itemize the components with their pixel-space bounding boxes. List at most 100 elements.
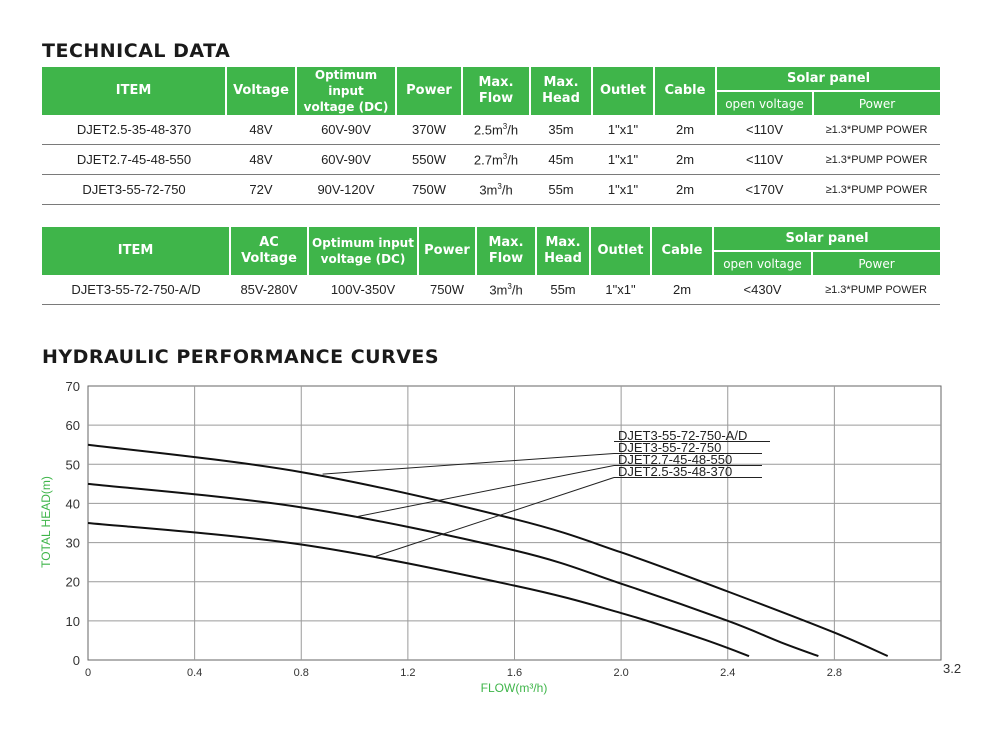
- header-optimum-voltage: Optimum input voltage (DC): [296, 67, 397, 115]
- header-outlet: Outlet: [590, 227, 652, 275]
- cell-cable: 2m: [654, 144, 716, 175]
- cell-solar-power: ≥1.3*PUMP POWER: [812, 275, 941, 305]
- leader-line: [375, 477, 615, 557]
- cell-max-flow: 3m3/h: [462, 174, 530, 205]
- x-tick-label: 2.4: [720, 667, 735, 679]
- performance-curve: [87, 443, 889, 658]
- cell-max-head: 55m: [530, 174, 592, 205]
- table-row: DJET2.5-35-48-370 48V 60V-90V 370W 2.5m3…: [42, 115, 941, 145]
- cell-open-voltage: <110V: [716, 115, 813, 145]
- y-tick-label: 30: [66, 536, 80, 551]
- header-optimum-voltage: Optimum input voltage (DC): [308, 227, 419, 275]
- performance-curve: [87, 522, 750, 658]
- x-tick-label: 3.2: [943, 661, 961, 676]
- x-tick-label: 0.4: [187, 667, 202, 679]
- header-open-voltage: open voltage: [716, 90, 814, 115]
- cell-power: 370W: [396, 115, 462, 145]
- cell-outlet: 1"x1": [592, 115, 654, 145]
- header-power: Power: [418, 227, 477, 275]
- cell-item: DJET2.7-45-48-550: [42, 144, 226, 175]
- header-solar-panel: Solar panel: [713, 227, 941, 251]
- cell-item: DJET3-55-72-750-A/D: [42, 275, 230, 305]
- header-power: Power: [396, 67, 463, 115]
- table-row: DJET3-55-72-750-A/D 85V-280V 100V-350V 7…: [42, 275, 941, 305]
- hydraulic-curves-title: HYDRAULIC PERFORMANCE CURVES: [42, 346, 440, 368]
- cell-solar-power: ≥1.3*PUMP POWER: [813, 144, 941, 175]
- x-axis-label: FLOW(m³/h): [481, 681, 548, 695]
- x-tick-label: 2.0: [613, 667, 628, 679]
- technical-table-dc: ITEM Voltage Optimum input voltage (DC) P…: [42, 67, 941, 205]
- x-tick-label: 0.8: [294, 667, 309, 679]
- header-cable: Cable: [651, 227, 714, 275]
- table-row: DJET2.7-45-48-550 48V 60V-90V 550W 2.7m3…: [42, 144, 941, 175]
- y-tick-label: 70: [66, 379, 80, 394]
- cell-open-voltage: <170V: [716, 174, 813, 205]
- x-tick-label: 1.6: [507, 667, 522, 679]
- y-tick-label: 10: [66, 614, 80, 629]
- cell-voltage: 72V: [226, 174, 296, 205]
- header-item: ITEM: [42, 227, 231, 275]
- y-tick-label: 60: [66, 418, 80, 433]
- header-solar-power: Power: [813, 90, 941, 115]
- cell-power: 750W: [396, 174, 462, 205]
- y-tick-label: 40: [66, 496, 80, 511]
- cell-max-flow: 2.5m3/h: [462, 115, 530, 145]
- header-max-head: Max. Head: [530, 67, 593, 115]
- chart-series-labels: DJET3-55-72-750-A/DDJET3-55-72-750DJET2.…: [614, 428, 770, 479]
- chart-curves: [87, 443, 889, 658]
- cell-max-head: 35m: [530, 115, 592, 145]
- cell-item: DJET3-55-72-750: [42, 174, 226, 205]
- y-axis-label: TOTAL HEAD(m): [39, 476, 53, 568]
- header-max-flow: Max. Flow: [462, 67, 531, 115]
- cell-optimum-voltage: 60V-90V: [296, 144, 396, 175]
- table-row: DJET3-55-72-750 72V 90V-120V 750W 3m3/h …: [42, 174, 941, 205]
- series-label: DJET3-55-72-750: [618, 440, 721, 455]
- x-tick-label: 2.8: [827, 667, 842, 679]
- technical-data-title: TECHNICAL DATA: [42, 40, 231, 62]
- header-max-flow: Max. Flow: [476, 227, 537, 275]
- chart-leader-lines: [322, 453, 615, 557]
- header-ac-voltage: AC Voltage: [230, 227, 309, 275]
- header-open-voltage: open voltage: [713, 250, 813, 275]
- y-tick-label: 20: [66, 575, 80, 590]
- cell-power: 550W: [396, 144, 462, 175]
- cell-outlet: 1"x1": [590, 275, 651, 305]
- series-label: DJET3-55-72-750-A/D: [618, 428, 747, 443]
- cell-optimum-voltage: 90V-120V: [296, 174, 396, 205]
- cell-max-head: 55m: [536, 275, 590, 305]
- cell-optimum-voltage: 60V-90V: [296, 115, 396, 145]
- y-tick-label: 50: [66, 457, 80, 472]
- cell-open-voltage: <110V: [716, 144, 813, 175]
- cell-solar-power: ≥1.3*PUMP POWER: [813, 115, 941, 145]
- cell-outlet: 1"x1": [592, 174, 654, 205]
- cell-voltage: 48V: [226, 144, 296, 175]
- header-solar-panel: Solar panel: [716, 67, 941, 91]
- chart-grid: [87, 385, 942, 661]
- cell-ac-voltage: 85V-280V: [230, 275, 308, 305]
- leader-line: [354, 465, 615, 518]
- cell-cable: 2m: [651, 275, 713, 305]
- x-tick-label: 0: [85, 667, 91, 679]
- cell-cable: 2m: [654, 174, 716, 205]
- cell-max-head: 45m: [530, 144, 592, 175]
- performance-curve: [87, 482, 819, 658]
- performance-chart: 0 0.4 0.8 1.2 1.6 2.0 2.4 2.8 3.2 0 10 20 30 40 50 60 70…: [39, 379, 961, 695]
- header-max-head: Max. Head: [536, 227, 591, 275]
- cell-item: DJET2.5-35-48-370: [42, 115, 226, 145]
- header-outlet: Outlet: [592, 67, 655, 115]
- x-tick-label: 1.2: [400, 667, 415, 679]
- cell-voltage: 48V: [226, 115, 296, 145]
- cell-solar-power: ≥1.3*PUMP POWER: [813, 174, 941, 205]
- cell-max-flow: 2.7m3/h: [462, 144, 530, 175]
- header-solar-power: Power: [812, 250, 941, 275]
- header-cable: Cable: [654, 67, 717, 115]
- series-label: DJET2.7-45-48-550: [618, 452, 732, 467]
- header-voltage: Voltage: [226, 67, 297, 115]
- y-tick-label: 0: [73, 653, 80, 668]
- cell-cable: 2m: [654, 115, 716, 145]
- cell-optimum-voltage: 100V-350V: [308, 275, 418, 305]
- cell-outlet: 1"x1": [592, 144, 654, 175]
- leader-line: [322, 453, 615, 475]
- cell-max-flow: 3m3/h: [476, 275, 536, 305]
- cell-power: 750W: [418, 275, 476, 305]
